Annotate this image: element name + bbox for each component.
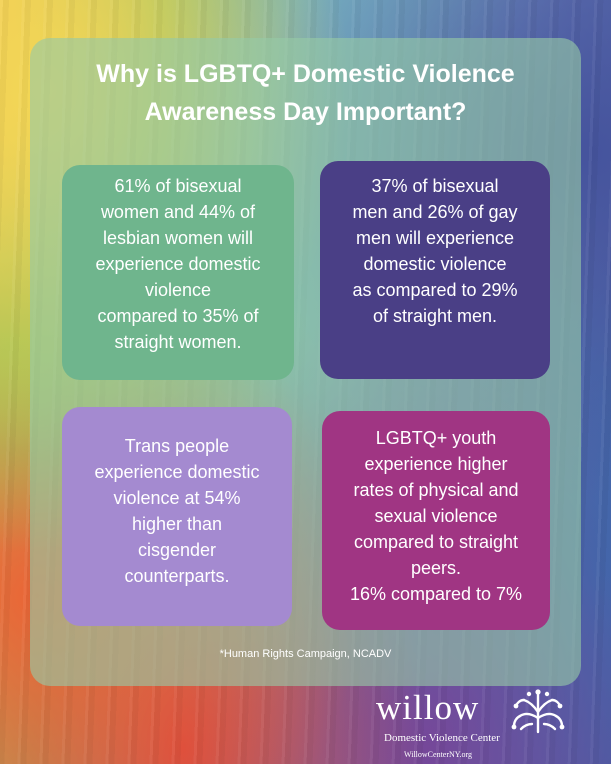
stat-card-lgbtq-youth: LGBTQ+ youth experience higher rates of …	[322, 411, 550, 630]
stat-card-bisexual-gay-men: 37% of bisexual men and 26% of gay men w…	[320, 161, 550, 379]
card-text-line: compared to straight	[353, 532, 519, 552]
card-text-line: 61% of bisexual	[114, 176, 242, 196]
title-line: Why is LGBTQ+ Domestic Violence	[96, 60, 515, 88]
card-text-line: violence at 54%	[113, 488, 241, 508]
card-text-line: sexual violence	[374, 506, 498, 526]
title-line: Awareness Day Important?	[144, 98, 467, 126]
card-text-line: violence	[144, 280, 212, 300]
logo-wordmark: willow	[376, 688, 480, 727]
willow-tree-icon	[511, 689, 565, 734]
logo-subtitle: Domestic Violence Center	[384, 732, 500, 744]
logo-url: WillowCenterNY.org	[404, 750, 473, 759]
card-text-line: LGBTQ+ youth	[375, 428, 497, 448]
card-text-line: rates of physical and	[353, 480, 519, 500]
card-text-line: 16% compared to 7%	[349, 584, 523, 604]
card-text-line: peers.	[410, 558, 462, 578]
card-text-line: men will experience	[355, 228, 515, 248]
card-text-line: straight women.	[114, 332, 242, 352]
card-text-line: lesbian women will	[102, 228, 254, 248]
card-text-line: as compared to 29%	[352, 280, 518, 300]
card-text-line: domestic violence	[363, 254, 507, 274]
card-text-line: compared to 35% of	[97, 306, 259, 326]
card-text-line: experience higher	[364, 454, 508, 474]
stat-card-bisexual-lesbian-women: 61% of bisexual women and 44% of lesbian…	[62, 165, 294, 380]
card-text-line: experience domestic	[94, 462, 260, 482]
card-text-line: of straight men.	[372, 306, 498, 326]
card-text-line: higher than	[131, 514, 223, 534]
willow-logo: willow Domestic Violence Center Willo	[376, 688, 576, 764]
page-title: Why is LGBTQ+ Domestic Violence Awarenes…	[40, 55, 571, 131]
card-text-line: men and 26% of gay	[352, 202, 518, 222]
source-footnote: *Human Rights Campaign, NCADV	[219, 648, 392, 660]
card-text-line: women and 44% of	[100, 202, 256, 222]
card-text-line: Trans people	[124, 436, 230, 456]
card-text-line: cisgender	[137, 540, 217, 560]
stat-card-trans-people: Trans people experience domestic violenc…	[62, 407, 292, 626]
card-text-line: experience domestic	[95, 254, 261, 274]
card-text-line: 37% of bisexual	[371, 176, 499, 196]
card-text-line: counterparts.	[124, 566, 230, 586]
